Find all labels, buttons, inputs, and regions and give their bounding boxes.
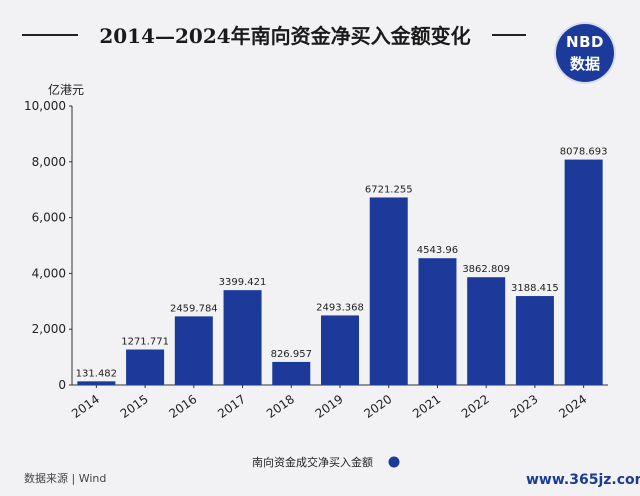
y-axis-label: 亿港元 <box>48 82 84 97</box>
data-label-2021: 4543.96 <box>417 245 458 256</box>
bar-2018 <box>272 361 311 385</box>
bar-2014 <box>77 381 116 385</box>
x-tick-label: 2023 <box>508 392 541 421</box>
bar-2016 <box>174 316 213 385</box>
x-tick-label: 2014 <box>69 392 102 421</box>
data-label-2015: 1271.771 <box>121 337 169 348</box>
logo-line-2: 数据 <box>569 55 600 73</box>
title-rule-left <box>22 34 78 36</box>
legend-marker <box>388 456 400 468</box>
data-label-2019: 2493.368 <box>316 302 364 313</box>
x-tick-label: 2019 <box>313 392 346 421</box>
data-label-2014: 131.482 <box>76 368 117 379</box>
x-tick-label: 2024 <box>556 392 589 421</box>
x-tick-label: 2022 <box>459 392 492 421</box>
nbd-logo: NBD 数据 <box>556 24 614 82</box>
data-label-2022: 3862.809 <box>462 264 510 275</box>
data-label-2023: 3188.415 <box>511 283 559 294</box>
x-tick-label: 2016 <box>166 392 199 421</box>
x-tick-label: 2021 <box>410 392 443 421</box>
bar-2023 <box>515 296 554 385</box>
bar-2024 <box>564 159 603 385</box>
bar-2022 <box>467 277 506 385</box>
y-tick-label: 4,000 <box>32 266 66 280</box>
logo-line-1: NBD <box>566 33 604 51</box>
title-band: 2014—2024年南向资金净买入金额变化 <box>0 16 640 52</box>
y-tick-label: 8,000 <box>32 155 66 169</box>
data-label-2020: 6721.255 <box>365 184 413 195</box>
bar-2017 <box>223 290 262 385</box>
title-rule-right <box>492 34 526 36</box>
data-label-2024: 8078.693 <box>560 147 608 158</box>
y-tick-label: 6,000 <box>32 211 66 225</box>
footer-url: www.365jz.com <box>526 472 640 488</box>
x-tick-label: 2020 <box>361 392 394 421</box>
y-tick-label: 0 <box>58 378 66 392</box>
y-tick-label: 2,000 <box>32 322 66 336</box>
bar-2015 <box>126 349 165 385</box>
bar-2020 <box>369 197 408 385</box>
bar-2021 <box>418 258 457 385</box>
data-source: 数据来源 | Wind <box>24 472 107 485</box>
x-tick-label: 2015 <box>118 392 151 421</box>
data-label-2018: 826.957 <box>271 349 312 360</box>
x-tick-label: 2017 <box>215 392 248 421</box>
data-label-2016: 2459.784 <box>170 303 218 314</box>
legend-label: 南向资金成交净买入金额 <box>252 455 373 469</box>
chart-title: 2014—2024年南向资金净买入金额变化 <box>99 24 471 48</box>
data-label-2017: 3399.421 <box>219 277 267 288</box>
bar-2019 <box>320 315 360 385</box>
x-tick-label: 2018 <box>264 392 297 421</box>
y-tick-label: 10,000 <box>24 99 66 113</box>
